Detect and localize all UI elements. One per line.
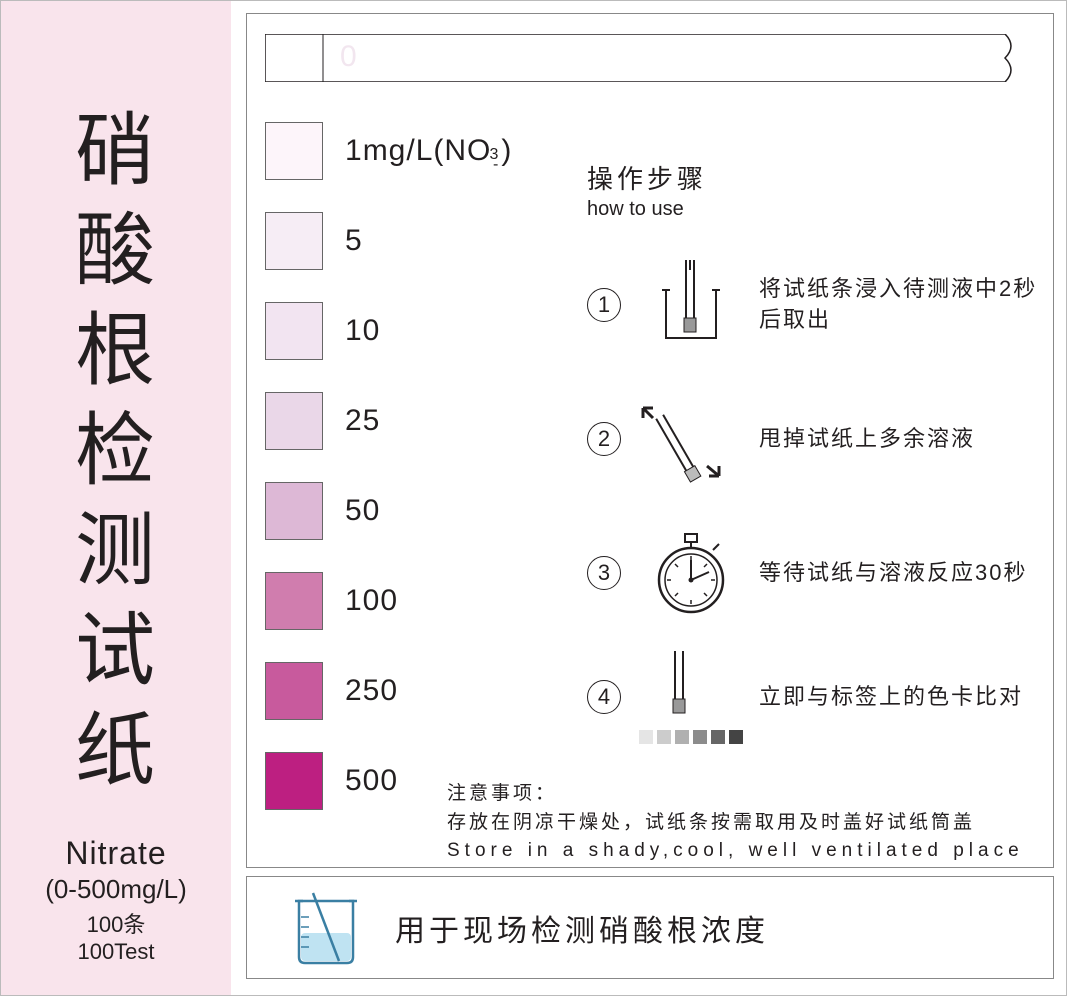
shade [675, 730, 689, 744]
step-text: 等待试纸与溶液反应30秒 [759, 558, 1027, 589]
test-strip-graphic: 0 [265, 34, 1037, 82]
scale-label-100: 100 [345, 584, 398, 618]
howto-section: 操作步骤 how to use 1 [587, 159, 1047, 747]
count-en: 100Test [1, 939, 231, 965]
step-3: 3 [587, 523, 1047, 623]
product-name-en: Nitrate [1, 835, 231, 872]
scale-row: 250 [265, 662, 512, 720]
step-text: 将试纸条浸入待测液中2秒后取出 [759, 274, 1047, 336]
step-1: 1 将试纸条浸入待测液中2秒后取出 [587, 255, 1047, 355]
step-number: 3 [587, 556, 621, 590]
scale-label-5: 5 [345, 224, 363, 258]
step-number: 4 [587, 680, 621, 714]
scale-label-500: 500 [345, 764, 398, 798]
scale-row: 100 [265, 572, 512, 630]
shade [657, 730, 671, 744]
scale-label-250: 250 [345, 674, 398, 708]
shade [711, 730, 725, 744]
product-range: (0-500mg/L) [1, 874, 231, 905]
bottom-text: 用于现场检测硝酸根浓度 [395, 906, 769, 950]
title-char: 测 [1, 501, 231, 601]
shade [639, 730, 653, 744]
shade [729, 730, 743, 744]
sidebar-footer: Nitrate (0-500mg/L) 100条 100Test [1, 835, 231, 965]
compare-icon [641, 647, 741, 747]
color-scale: 1mg/L(NO-3) 5 10 25 50 [265, 122, 512, 810]
stopwatch-icon [641, 523, 741, 623]
step-2: 2 甩掉试纸上多余溶液 [587, 389, 1047, 489]
notes-line-cn: 存放在阴凉干燥处，试纸条按需取用及时盖好试纸筒盖 [447, 809, 1047, 838]
main-panel: 0 1mg/L(NO-3) 5 10 [246, 13, 1054, 981]
notes-heading: 注意事项： [447, 780, 1047, 809]
product-title-cn: 硝 酸 根 检 测 试 纸 [1, 1, 231, 801]
swatch-1 [265, 122, 323, 180]
title-char: 酸 [1, 201, 231, 301]
step-number: 2 [587, 422, 621, 456]
dip-icon [641, 255, 741, 355]
swatch-5 [265, 212, 323, 270]
title-char: 硝 [1, 101, 231, 201]
swatch-100 [265, 572, 323, 630]
title-char: 根 [1, 301, 231, 401]
sidebar: 硝 酸 根 检 测 试 纸 Nitrate (0-500mg/L) 100条 1… [1, 1, 231, 995]
scale-label-10: 10 [345, 314, 380, 348]
beaker-icon [287, 889, 365, 967]
scale-label-50: 50 [345, 494, 380, 528]
scale-row: 10 [265, 302, 512, 360]
scale-row: 50 [265, 482, 512, 540]
scale-unit: mg/L(NO-3) [363, 134, 513, 167]
title-char: 纸 [1, 701, 231, 801]
howto-title-en: how to use [587, 198, 1047, 221]
swatch-250 [265, 662, 323, 720]
title-char: 试 [1, 601, 231, 701]
shade-row [639, 730, 743, 744]
swatch-500 [265, 752, 323, 810]
step-text: 甩掉试纸上多余溶液 [759, 424, 975, 455]
count-cn: 100条 [1, 907, 231, 939]
title-char: 检 [1, 401, 231, 501]
scale-value: 1 [345, 134, 363, 167]
step-4: 4 [587, 647, 1047, 747]
scale-row: 25 [265, 392, 512, 450]
step-number: 1 [587, 288, 621, 322]
shade [693, 730, 707, 744]
swatch-25 [265, 392, 323, 450]
swatch-10 [265, 302, 323, 360]
howto-title-cn: 操作步骤 [587, 159, 1047, 196]
strip-zero-label: 0 [340, 40, 357, 74]
page: 硝 酸 根 检 测 试 纸 Nitrate (0-500mg/L) 100条 1… [0, 0, 1067, 996]
main-content-box: 0 1mg/L(NO-3) 5 10 [246, 13, 1054, 868]
notes-line-en: Store in a shady,cool, well ventilated p… [447, 837, 1047, 866]
step-text: 立即与标签上的色卡比对 [759, 682, 1023, 713]
scale-row: 5 [265, 212, 512, 270]
notes-section: 注意事项： 存放在阴凉干燥处，试纸条按需取用及时盖好试纸筒盖 Store in … [447, 780, 1047, 866]
scale-row: 1mg/L(NO-3) [265, 122, 512, 180]
swatch-50 [265, 482, 323, 540]
scale-label-1: 1mg/L(NO-3) [345, 134, 512, 168]
shake-icon [641, 389, 741, 489]
scale-label-25: 25 [345, 404, 380, 438]
bottom-box: 用于现场检测硝酸根浓度 [246, 876, 1054, 979]
